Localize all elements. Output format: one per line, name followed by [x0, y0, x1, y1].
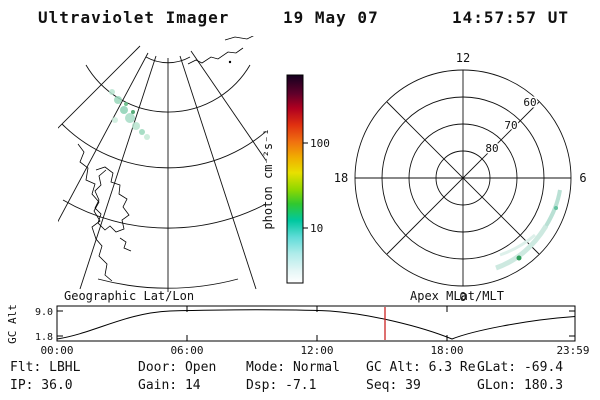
status-glon: GLon: 180.3	[477, 378, 564, 393]
ytick-1-8: 1.8	[35, 332, 53, 343]
xtick-1200: 12:00	[300, 344, 333, 357]
observation-date: 19 May 07	[283, 8, 379, 27]
status-door: Door: Open	[138, 360, 217, 375]
status-gain: Gain: 14	[138, 378, 201, 393]
app-title: Ultraviolet Imager	[38, 8, 230, 27]
colorbar-tick-100: 100	[310, 137, 330, 150]
xtick-2359: 23:59	[556, 344, 589, 357]
gc-alt-curve	[56, 309, 576, 340]
status-glat: GLat: -69.4	[477, 360, 564, 375]
polar-labels: 12 18 6 0 60 70 80	[334, 51, 587, 304]
colorbar: 100 10 photon cm⁻²s⁻¹	[261, 74, 330, 284]
xtick-0000: 00:00	[40, 344, 73, 357]
colorbar-label: photon cm⁻²s⁻¹	[261, 128, 275, 229]
colorbar-tick-10: 10	[310, 222, 323, 235]
status-flt: Flt: LBHL	[10, 360, 81, 375]
apex-panel-caption: Apex MLat/MLT	[410, 289, 504, 303]
clock-label-18: 18	[334, 171, 348, 185]
colorbar-gradient	[286, 74, 304, 284]
geo-map-panel	[58, 36, 266, 292]
map-speck	[228, 60, 232, 64]
status-ip: IP: 36.0	[10, 378, 73, 393]
mlat-label-70: 70	[504, 119, 517, 132]
ytick-9-0: 9.0	[35, 307, 53, 318]
status-seq: Seq: 39	[366, 378, 421, 393]
status-dsp: Dsp: -7.1	[246, 378, 317, 393]
mlat-label-60: 60	[523, 96, 536, 109]
status-row-2: IP: 36.0 Gain: 14 Dsp: -7.1 Seq: 39 GLon…	[0, 378, 600, 400]
timeline-ticks	[57, 306, 575, 341]
timeline-ylabel: GC Alt	[6, 304, 19, 344]
status-mode: Mode: Normal	[246, 360, 340, 375]
clock-label-0: 0	[459, 290, 466, 304]
status-row-1: Flt: LBHL Door: Open Mode: Normal GC Alt…	[0, 360, 600, 400]
xtick-0600: 06:00	[170, 344, 203, 357]
map-meridians	[58, 45, 266, 292]
aurora-emission-geo	[109, 89, 150, 140]
status-gc-alt: GC Alt: 6.3 Re	[366, 360, 476, 375]
mlat-label-80: 80	[485, 142, 498, 155]
geo-panel-caption: Geographic Lat/Lon	[64, 289, 195, 303]
aurora-emission-polar	[495, 189, 562, 271]
observation-time: 14:57:57 UT	[452, 8, 569, 27]
clock-label-12: 12	[456, 51, 470, 65]
clock-label-6: 6	[579, 171, 586, 185]
polar-grid	[354, 69, 572, 287]
polar-plot: 12 18 6 0 60 70 80	[334, 51, 587, 304]
timeline-plot: 9.0 1.8 GC Alt 00:00 06:00 12:00 18:00 2…	[6, 304, 590, 357]
timeline-frame	[56, 305, 576, 342]
timeline-xlabels: 00:00 06:00 12:00 18:00 23:59	[40, 344, 589, 357]
xtick-1800: 18:00	[430, 344, 463, 357]
coastline	[77, 36, 254, 282]
